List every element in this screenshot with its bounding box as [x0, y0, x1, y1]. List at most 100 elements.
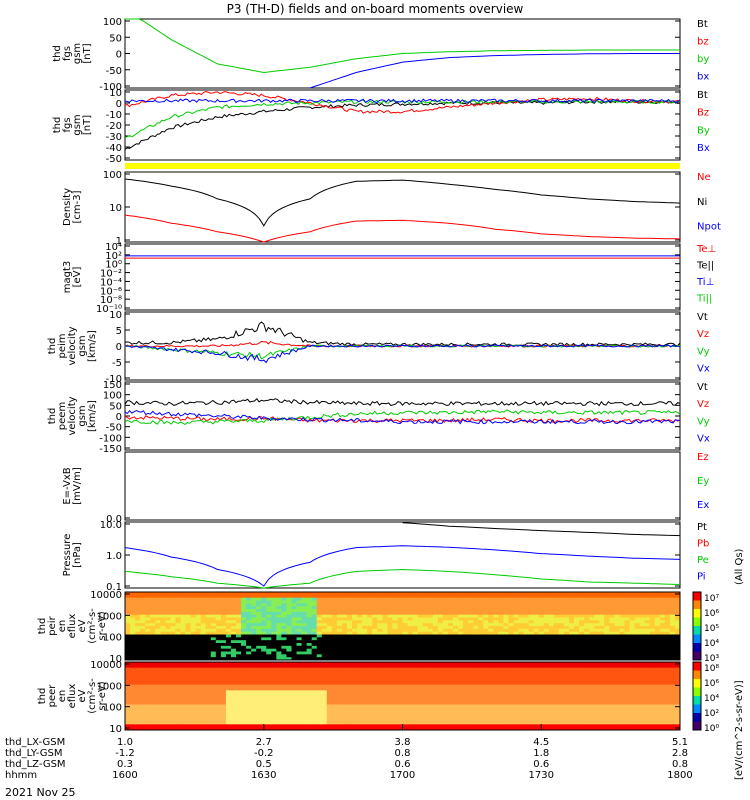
spec-cell [458, 664, 464, 669]
spec-cell [473, 679, 479, 683]
spec-cell [392, 701, 398, 705]
spec-cell [195, 704, 202, 708]
spec-cell [518, 640, 525, 644]
spec-cell [230, 707, 237, 711]
spec-cell [478, 634, 484, 638]
spec-cell [584, 628, 590, 633]
spec-cell [473, 724, 479, 728]
spec-cell [190, 710, 197, 714]
spec-cell [372, 693, 378, 697]
y-tick-label: 100 [103, 17, 122, 28]
y-tick-label: 0 [116, 342, 122, 353]
spec-cell [205, 673, 212, 677]
spec-cell [432, 617, 439, 621]
spec-cell [220, 620, 227, 624]
spec-cell [377, 693, 383, 697]
spec-cell [483, 628, 489, 633]
spec-cell [160, 592, 166, 596]
spec-cell [281, 651, 287, 655]
spec-cell [458, 654, 464, 658]
spec-cell [553, 620, 560, 624]
spec-cell [614, 645, 620, 650]
spec-cell [674, 651, 681, 655]
spec-cell [291, 611, 298, 616]
spec-cell [543, 721, 550, 725]
spec-cell [432, 592, 439, 596]
spec-cell [316, 611, 323, 616]
spec-cell [331, 626, 338, 630]
spec-cell [463, 724, 469, 728]
spec-cell [468, 684, 474, 688]
spec-cell [321, 651, 328, 655]
spec-cell [150, 617, 156, 621]
spec-cell [528, 651, 535, 655]
spec-cell [362, 713, 368, 717]
spec-cell [336, 670, 343, 674]
spec-cell [382, 681, 388, 686]
spec-cell [447, 631, 454, 635]
spec-cell [301, 648, 308, 652]
spec-cell [341, 631, 348, 635]
spec-cell [200, 676, 207, 680]
spec-cell [150, 698, 156, 703]
spec-cell [654, 645, 661, 650]
spec-cell [654, 637, 661, 641]
spec-cell [306, 718, 313, 722]
spec-cell [468, 592, 474, 596]
spec-cell [503, 670, 509, 674]
spec-cell [392, 628, 398, 633]
spec-cell [639, 651, 646, 655]
spec-cell [422, 715, 429, 720]
series-Vz [124, 415, 681, 424]
spec-cell [341, 623, 348, 627]
spec-cell [316, 676, 323, 680]
spec-cell [155, 609, 161, 613]
spec-cell [463, 662, 469, 666]
spec-cell [281, 617, 287, 621]
spec-cell [185, 609, 192, 613]
spec-cell [286, 673, 292, 677]
spec-cell [352, 634, 358, 638]
spec-cell [659, 620, 666, 624]
spec-cell [442, 634, 449, 638]
spec-cell [523, 710, 530, 714]
spec-cell [175, 718, 181, 722]
spec-cell [382, 673, 388, 677]
spec-cell [210, 645, 217, 650]
spec-cell [402, 626, 409, 630]
spec-cell [624, 651, 631, 655]
spec-cell [417, 594, 424, 599]
spec-cell [331, 662, 338, 666]
spec-cell [276, 614, 282, 618]
spec-cell [458, 724, 464, 728]
spec-cell [538, 687, 545, 691]
spec-cell [286, 727, 292, 731]
spec-cell [271, 696, 277, 700]
spec-cell [266, 628, 272, 633]
spec-cell [291, 657, 298, 661]
spec-cell [175, 634, 181, 638]
spec-cell [135, 684, 141, 688]
spec-cell [493, 634, 499, 638]
spec-cell [558, 597, 565, 601]
spec-cell [543, 670, 550, 674]
spec-cell [190, 670, 197, 674]
spec-cell [614, 606, 620, 610]
spec-cell [281, 710, 287, 714]
spec-cell [311, 637, 318, 641]
spec-cell [195, 640, 202, 644]
spec-cell [347, 696, 353, 700]
spec-cell [331, 667, 338, 671]
spec-cell [205, 681, 212, 686]
spec-cell [276, 684, 282, 688]
spec-cell [397, 640, 403, 644]
spec-cell [155, 648, 161, 652]
spec-cell [624, 648, 631, 652]
spec-cell [205, 603, 212, 607]
spec-cell [286, 693, 292, 697]
spec-cell [382, 684, 388, 688]
spec-cell [432, 611, 439, 616]
spec-cell [135, 623, 141, 627]
spec-cell [210, 681, 217, 686]
spec-cell [442, 637, 449, 641]
